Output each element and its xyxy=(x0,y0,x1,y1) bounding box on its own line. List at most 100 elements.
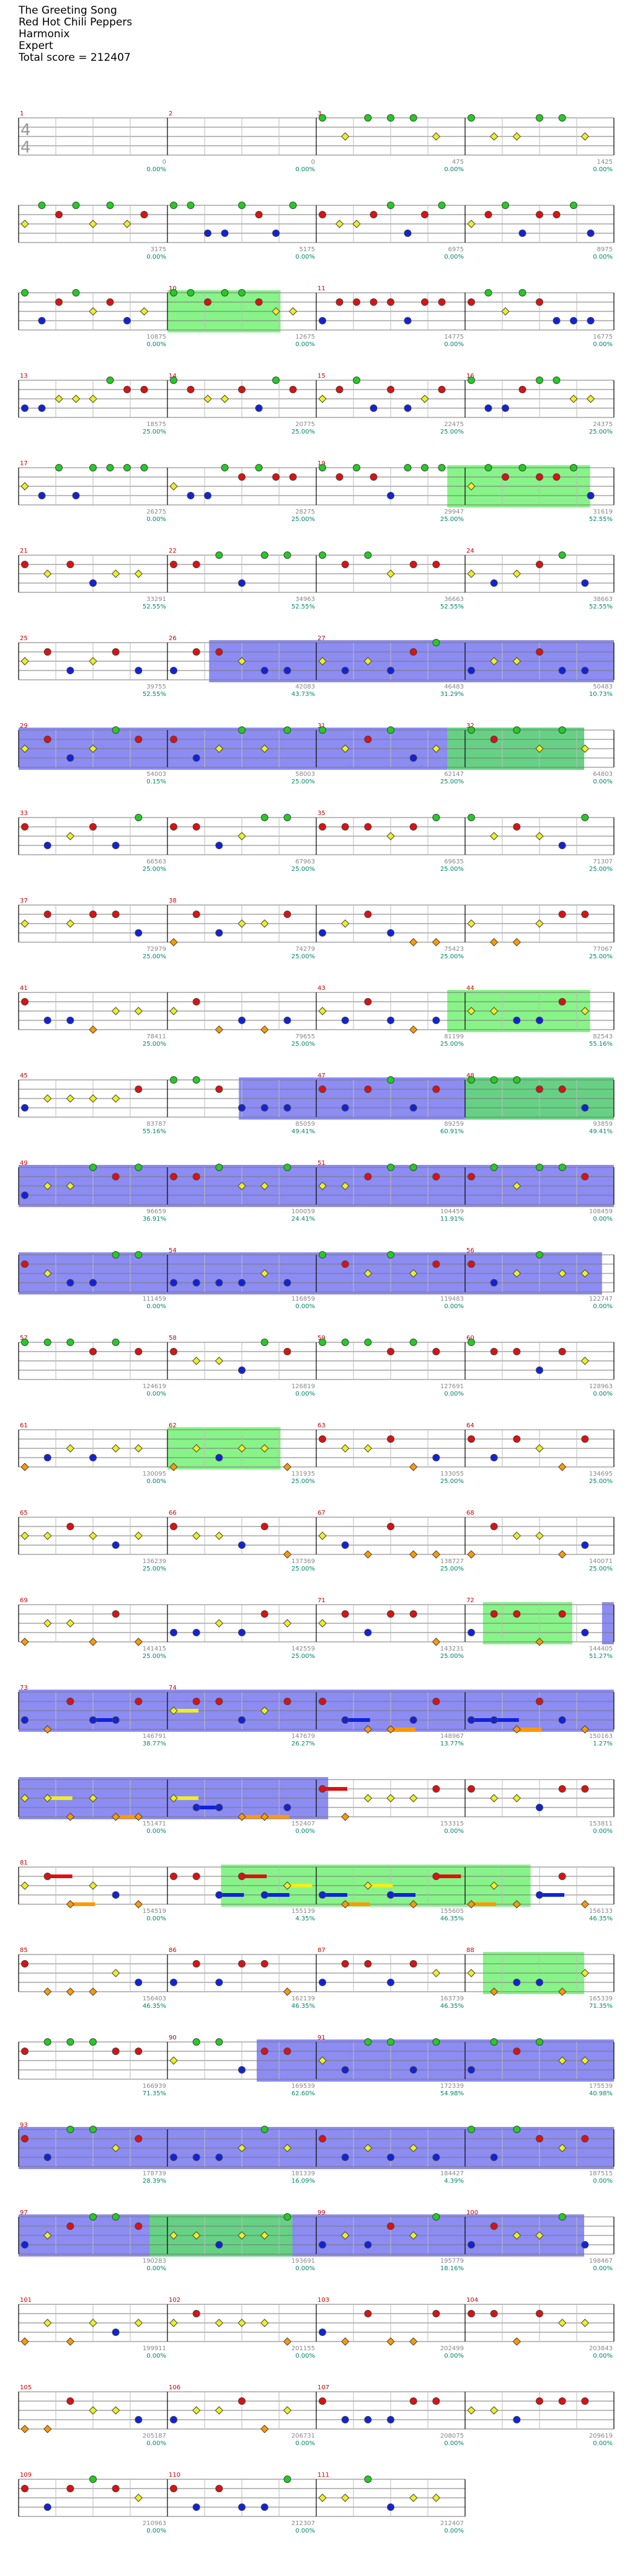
note xyxy=(112,911,120,918)
note-diamond xyxy=(340,2337,350,2346)
note-diamond xyxy=(535,744,544,753)
measure-percent: 0.00% xyxy=(146,1478,166,1485)
measure-score: 0 xyxy=(162,159,166,166)
measure-score: 42083 xyxy=(295,684,315,690)
note xyxy=(581,1541,589,1549)
note xyxy=(438,386,446,393)
measure-score: 8975 xyxy=(597,246,613,253)
measure-percent: 0.00% xyxy=(593,254,613,261)
note xyxy=(558,1716,566,1724)
note-diamond xyxy=(535,832,544,840)
note xyxy=(404,404,412,412)
note xyxy=(283,2048,291,2055)
measure-percent: 25.00% xyxy=(589,1566,613,1572)
measure-percent: 52.55% xyxy=(440,604,464,610)
note xyxy=(387,2503,394,2511)
note xyxy=(432,1348,440,1355)
note xyxy=(536,1979,543,1986)
note xyxy=(353,464,360,471)
note xyxy=(112,842,120,849)
note-diamond xyxy=(20,1638,29,1646)
note-diamond xyxy=(20,1463,29,1471)
note-diamond xyxy=(89,1638,97,1646)
note xyxy=(387,386,394,393)
note-diamond xyxy=(409,1550,418,1559)
note-diamond xyxy=(260,919,269,928)
note-diamond xyxy=(363,1550,373,1559)
note-diamond xyxy=(557,1463,567,1471)
note-diamond xyxy=(111,2144,120,2152)
measure-percent: 0.00% xyxy=(295,1391,315,1397)
note xyxy=(341,2416,349,2423)
note xyxy=(341,561,349,568)
note-diamond xyxy=(20,919,29,928)
sustain-tail xyxy=(264,1815,290,1819)
note-diamond xyxy=(512,132,522,141)
note xyxy=(38,404,46,412)
note xyxy=(170,823,177,831)
note xyxy=(66,561,74,568)
note-diamond xyxy=(43,1269,52,1278)
note xyxy=(72,492,80,499)
note xyxy=(468,814,475,821)
sustain-tail xyxy=(391,1893,415,1897)
note xyxy=(536,377,543,384)
measure-score: 175539 xyxy=(589,2083,613,2090)
measure-number: 106 xyxy=(169,2384,180,2391)
note xyxy=(140,386,148,393)
note xyxy=(513,2416,521,2423)
note xyxy=(513,1610,521,1618)
note xyxy=(536,473,543,481)
note xyxy=(66,1698,74,1705)
note xyxy=(502,202,509,209)
note-diamond xyxy=(123,220,131,228)
measure-score: 93859 xyxy=(593,1121,613,1128)
sustain-tail xyxy=(391,1727,415,1731)
note xyxy=(387,2222,394,2230)
note xyxy=(364,823,372,831)
note xyxy=(112,2213,120,2221)
measure-number: 57 xyxy=(20,1335,28,1342)
note xyxy=(43,1017,51,1024)
note xyxy=(558,1164,566,1171)
note-diamond xyxy=(535,1531,544,1540)
note xyxy=(490,2154,498,2161)
note xyxy=(513,1017,521,1024)
note-diamond xyxy=(467,1007,476,1015)
note-diamond xyxy=(260,1025,269,1034)
note xyxy=(238,1960,246,1968)
measure-percent: 0.00% xyxy=(295,166,315,173)
measure-percent: 0.00% xyxy=(295,341,315,348)
note-diamond xyxy=(192,2231,201,2240)
note xyxy=(170,1873,177,1880)
measure-percent: 46.35% xyxy=(589,1915,613,1922)
measure-score: 146791 xyxy=(143,1733,166,1740)
note xyxy=(364,2310,372,2317)
note xyxy=(38,202,46,209)
note xyxy=(370,298,378,306)
measure-number: 1 xyxy=(20,110,24,117)
note xyxy=(468,114,475,122)
note xyxy=(215,1891,223,1899)
note-diamond xyxy=(557,2319,567,2327)
note xyxy=(432,1698,440,1705)
note-diamond xyxy=(20,657,29,666)
note xyxy=(215,1164,223,1171)
measure-percent: 52.55% xyxy=(291,604,315,610)
measure-number: 49 xyxy=(20,1160,28,1167)
note-diamond xyxy=(260,1269,269,1278)
sustain-tail xyxy=(264,1893,290,1897)
note xyxy=(112,2485,120,2492)
measure-number: 44 xyxy=(466,985,474,992)
note xyxy=(490,1076,498,1084)
note xyxy=(89,823,97,831)
note xyxy=(215,1979,223,1986)
note-diamond xyxy=(409,1269,418,1278)
note xyxy=(43,1873,51,1880)
note-diamond xyxy=(111,2406,120,2415)
note xyxy=(123,386,131,393)
measure-percent: 0.00% xyxy=(444,341,464,348)
note xyxy=(215,1804,223,1811)
note-diamond xyxy=(89,1881,97,1890)
measure-percent: 0.00% xyxy=(146,254,166,261)
